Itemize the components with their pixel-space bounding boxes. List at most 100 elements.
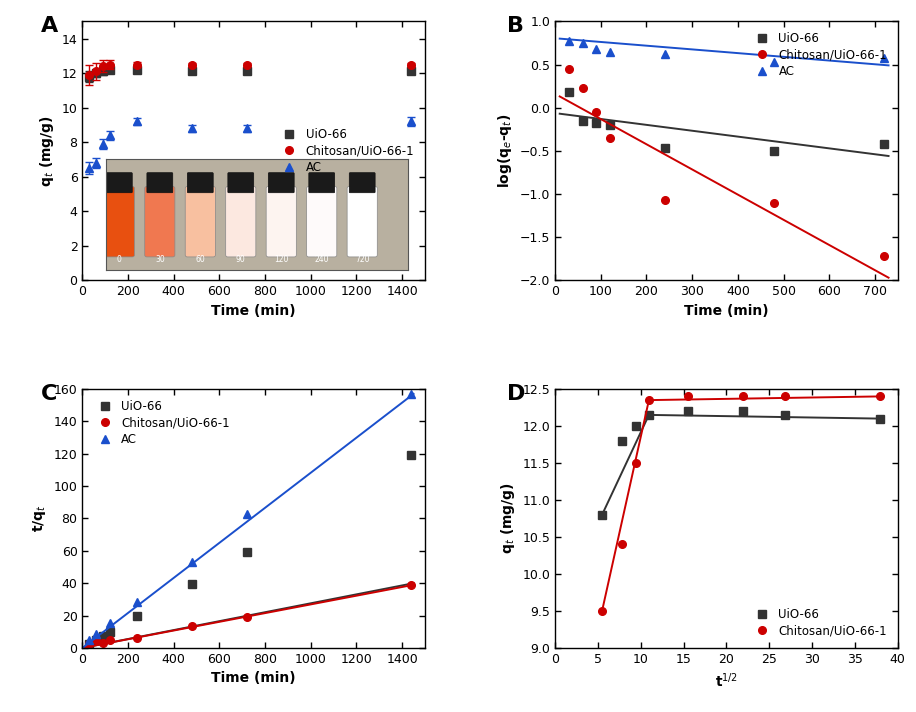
- AC: [769, 58, 780, 66]
- Chitosan/UiO-66-1: [616, 540, 627, 549]
- UiO-66: [241, 67, 252, 75]
- AC: [591, 45, 602, 53]
- UiO-66: [682, 407, 693, 416]
- Y-axis label: q$_t$ (mg/g): q$_t$ (mg/g): [499, 483, 517, 555]
- Legend: UiO-66, Chitosan/UiO-66-1, AC: UiO-66, Chitosan/UiO-66-1, AC: [88, 395, 234, 451]
- Legend: UiO-66, Chitosan/UiO-66-1, AC: UiO-66, Chitosan/UiO-66-1, AC: [746, 27, 892, 83]
- UiO-66: [591, 119, 602, 127]
- UiO-66: [769, 147, 780, 155]
- AC: [132, 597, 143, 606]
- AC: [660, 50, 671, 58]
- UiO-66: [631, 422, 642, 430]
- Y-axis label: log(q$_e$-q$_t$): log(q$_e$-q$_t$): [496, 114, 514, 188]
- Chitosan/UiO-66-1: [132, 634, 143, 642]
- UiO-66: [596, 511, 607, 519]
- X-axis label: Time (min): Time (min): [212, 671, 296, 686]
- UiO-66: [97, 67, 108, 75]
- X-axis label: Time (min): Time (min): [212, 304, 296, 318]
- UiO-66: [616, 436, 627, 445]
- X-axis label: t$^{1/2}$: t$^{1/2}$: [714, 671, 738, 690]
- Line: AC: AC: [565, 38, 888, 66]
- Chitosan/UiO-66-1: [104, 61, 115, 69]
- Chitosan/UiO-66-1: [406, 581, 417, 590]
- UiO-66: [104, 66, 115, 74]
- Chitosan/UiO-66-1: [643, 396, 654, 404]
- UiO-66: [406, 67, 417, 75]
- Chitosan/UiO-66-1: [631, 459, 642, 467]
- UiO-66: [737, 407, 748, 416]
- UiO-66: [83, 639, 94, 648]
- Chitosan/UiO-66-1: [878, 252, 889, 261]
- UiO-66: [878, 140, 889, 148]
- Chitosan/UiO-66-1: [241, 612, 252, 621]
- Line: AC: AC: [85, 390, 415, 644]
- AC: [605, 47, 616, 56]
- AC: [577, 38, 588, 47]
- X-axis label: Time (min): Time (min): [684, 304, 769, 318]
- AC: [878, 54, 889, 63]
- UiO-66: [91, 69, 102, 78]
- Line: Chitosan/UiO-66-1: Chitosan/UiO-66-1: [565, 65, 888, 260]
- AC: [132, 117, 143, 126]
- Chitosan/UiO-66-1: [737, 392, 748, 401]
- Text: C: C: [41, 384, 58, 404]
- Y-axis label: t/q$_t$: t/q$_t$: [31, 505, 49, 533]
- Chitosan/UiO-66-1: [187, 622, 198, 631]
- Chitosan/UiO-66-1: [596, 607, 607, 615]
- UiO-66: [91, 636, 102, 644]
- UiO-66: [406, 451, 417, 460]
- UiO-66: [187, 580, 198, 589]
- Chitosan/UiO-66-1: [682, 392, 693, 401]
- Text: D: D: [507, 384, 526, 404]
- Chitosan/UiO-66-1: [406, 61, 417, 69]
- Chitosan/UiO-66-1: [563, 65, 574, 73]
- AC: [91, 629, 102, 638]
- UiO-66: [660, 144, 671, 152]
- UiO-66: [241, 548, 252, 556]
- Text: B: B: [507, 16, 524, 36]
- AC: [241, 510, 252, 518]
- AC: [104, 131, 115, 140]
- Line: AC: AC: [85, 117, 415, 172]
- Chitosan/UiO-66-1: [241, 61, 252, 69]
- AC: [563, 37, 574, 46]
- AC: [97, 140, 108, 148]
- Line: UiO-66: UiO-66: [85, 451, 415, 648]
- Line: UiO-66: UiO-66: [598, 407, 884, 518]
- AC: [406, 117, 417, 126]
- Chitosan/UiO-66-1: [91, 636, 102, 644]
- UiO-66: [563, 88, 574, 96]
- Chitosan/UiO-66-1: [83, 70, 94, 79]
- Chitosan/UiO-66-1: [660, 196, 671, 204]
- Y-axis label: q$_t$ (mg/g): q$_t$ (mg/g): [38, 115, 56, 187]
- Chitosan/UiO-66-1: [780, 392, 791, 401]
- Line: UiO-66: UiO-66: [565, 88, 888, 155]
- Chitosan/UiO-66-1: [104, 636, 115, 644]
- UiO-66: [187, 67, 198, 75]
- Chitosan/UiO-66-1: [83, 640, 94, 649]
- UiO-66: [132, 612, 143, 620]
- UiO-66: [875, 414, 886, 423]
- Line: Chitosan/UiO-66-1: Chitosan/UiO-66-1: [85, 61, 415, 79]
- AC: [187, 124, 198, 132]
- Line: UiO-66: UiO-66: [85, 66, 415, 80]
- Chitosan/UiO-66-1: [875, 392, 886, 401]
- Chitosan/UiO-66-1: [591, 108, 602, 116]
- Chitosan/UiO-66-1: [769, 199, 780, 207]
- UiO-66: [104, 628, 115, 637]
- UiO-66: [605, 120, 616, 129]
- Legend: UiO-66, Chitosan/UiO-66-1, AC: UiO-66, Chitosan/UiO-66-1, AC: [273, 123, 420, 179]
- Legend: UiO-66, Chitosan/UiO-66-1: UiO-66, Chitosan/UiO-66-1: [746, 603, 892, 642]
- Chitosan/UiO-66-1: [132, 61, 143, 69]
- Text: A: A: [41, 16, 59, 36]
- Chitosan/UiO-66-1: [187, 61, 198, 69]
- UiO-66: [132, 66, 143, 74]
- Line: Chitosan/UiO-66-1: Chitosan/UiO-66-1: [598, 392, 884, 614]
- Chitosan/UiO-66-1: [97, 62, 108, 70]
- Chitosan/UiO-66-1: [97, 639, 108, 647]
- Chitosan/UiO-66-1: [91, 67, 102, 75]
- AC: [83, 637, 94, 645]
- UiO-66: [97, 632, 108, 640]
- AC: [241, 124, 252, 132]
- Chitosan/UiO-66-1: [577, 83, 588, 92]
